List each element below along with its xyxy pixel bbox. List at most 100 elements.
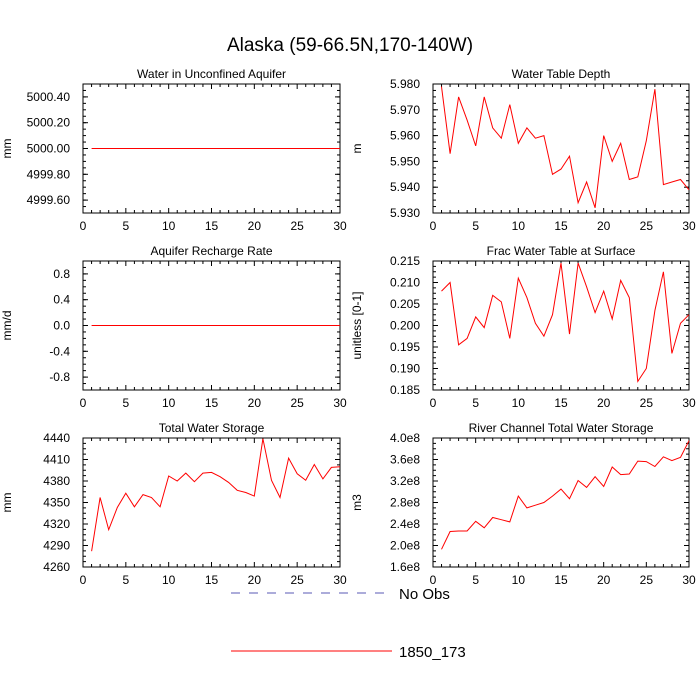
x-tick-label: 30 (333, 573, 347, 587)
panel-2: Water Table Depth m 0 5 10 15 20 25 30 5.930 5.940… (350, 67, 696, 233)
x-tick-label: 30 (333, 396, 347, 410)
x-tick-label: 0 (430, 219, 437, 233)
x-tick-label: 20 (597, 396, 611, 410)
y-axis-label: m (350, 144, 364, 154)
y-tick-label: 3.2e8 (390, 474, 420, 488)
y-tick-label: 0.210 (390, 276, 420, 290)
legend-label-no-obs: No Obs (399, 586, 450, 603)
y-tick-label: 4350 (43, 496, 70, 510)
x-tick-label: 25 (640, 573, 654, 587)
y-tick-label: 0.185 (390, 383, 420, 397)
x-tick-label: 5 (472, 219, 479, 233)
x-tick-label: 15 (554, 396, 568, 410)
y-tick-label: 2.4e8 (390, 517, 420, 531)
x-tick-label: 5 (472, 396, 479, 410)
x-tick-label: 5 (472, 573, 479, 587)
panel-title: River Channel Total Water Storage (469, 421, 654, 435)
x-tick-label: 0 (80, 396, 87, 410)
x-tick-label: 10 (512, 396, 526, 410)
panel-title: Water in Unconfined Aquifer (137, 67, 286, 81)
y-tick-label: 0.190 (390, 362, 420, 376)
panel-6: River Channel Total Water Storage m3 0 5 10 1… (350, 421, 696, 587)
y-tick-label: 1.6e8 (390, 560, 420, 574)
y-tick-label: 4999.60 (27, 193, 71, 207)
x-tick-label: 5 (122, 396, 129, 410)
x-tick-label: 10 (162, 573, 176, 587)
y-tick-label: 5000.40 (27, 90, 71, 104)
y-tick-label: 4999.80 (27, 167, 71, 181)
x-tick-label: 5 (122, 219, 129, 233)
x-tick-label: 20 (597, 573, 611, 587)
y-tick-label: 0.215 (390, 254, 420, 268)
panel-title: Water Table Depth (512, 67, 611, 81)
x-tick-label: 25 (640, 396, 654, 410)
x-tick-label: 30 (682, 219, 696, 233)
y-tick-label: 5000.00 (27, 142, 71, 156)
y-tick-label: 0.8 (53, 267, 70, 281)
y-axis-label: mm (0, 493, 14, 513)
y-tick-label: 5.940 (390, 180, 420, 194)
x-tick-label: 20 (248, 396, 262, 410)
panel-4: Frac Water Table at Surface unitless [0-1… (350, 244, 696, 410)
y-axis-label: m3 (350, 494, 364, 511)
x-tick-label: 15 (205, 573, 219, 587)
x-tick-label: 30 (333, 219, 347, 233)
y-tick-label: 0.200 (390, 319, 420, 333)
x-tick-label: 0 (80, 573, 87, 587)
x-tick-label: 10 (512, 573, 526, 587)
x-tick-label: 25 (640, 219, 654, 233)
y-tick-label: 5.960 (390, 129, 420, 143)
panel-title: Aquifer Recharge Rate (150, 244, 272, 258)
y-tick-label: 5.970 (390, 103, 420, 117)
legend: No Obs 1850_173 (231, 586, 466, 661)
panel-frame (432, 437, 690, 568)
y-tick-label: 0.205 (390, 297, 420, 311)
panel-frame (432, 260, 690, 391)
x-tick-label: 0 (80, 219, 87, 233)
x-tick-label: 15 (205, 219, 219, 233)
x-tick-label: 20 (248, 573, 262, 587)
x-tick-label: 25 (290, 396, 304, 410)
y-tick-label: -0.8 (49, 370, 70, 384)
x-tick-label: 15 (554, 219, 568, 233)
y-tick-label: 5.980 (390, 77, 420, 91)
y-tick-label: 4410 (43, 453, 70, 467)
x-tick-label: 25 (290, 573, 304, 587)
y-tick-label: 2.0e8 (390, 539, 420, 553)
x-tick-label: 20 (248, 219, 262, 233)
x-tick-label: 30 (682, 396, 696, 410)
y-tick-label: 0.4 (53, 293, 70, 307)
y-tick-label: 5000.20 (27, 116, 71, 130)
y-axis-label: unitless [0-1] (350, 291, 364, 359)
x-tick-label: 10 (162, 396, 176, 410)
y-tick-label: 5.930 (390, 206, 420, 220)
panel-title: Frac Water Table at Surface (487, 244, 636, 258)
series-line (441, 440, 690, 550)
series-line (441, 86, 690, 208)
y-tick-label: 2.8e8 (390, 496, 420, 510)
y-tick-label: 4260 (43, 560, 70, 574)
x-tick-label: 0 (430, 573, 437, 587)
x-tick-label: 5 (122, 573, 129, 587)
x-tick-label: 30 (682, 573, 696, 587)
panel-3: Aquifer Recharge Rate mm/d 0 5 10 15 20 25 30 -0.… (0, 244, 347, 410)
y-axis-label: mm/d (0, 311, 14, 341)
y-tick-label: -0.4 (49, 344, 70, 358)
panel-5: Total Water Storage mm 0 5 10 15 20 25 30 4260 429… (0, 421, 347, 587)
x-tick-label: 20 (597, 219, 611, 233)
legend-label-1850-173: 1850_173 (399, 644, 466, 661)
x-tick-label: 0 (430, 396, 437, 410)
y-tick-label: 3.6e8 (390, 453, 420, 467)
y-tick-label: 4380 (43, 474, 70, 488)
y-axis-label: mm (0, 139, 14, 159)
x-tick-label: 10 (162, 219, 176, 233)
panel-frame (432, 83, 690, 214)
y-tick-label: 4.0e8 (390, 431, 420, 445)
panel-frame (82, 437, 341, 568)
series-line (441, 262, 690, 383)
series-line (91, 438, 341, 552)
y-tick-label: 0.0 (53, 319, 70, 333)
x-tick-label: 15 (205, 396, 219, 410)
y-tick-label: 0.195 (390, 340, 420, 354)
